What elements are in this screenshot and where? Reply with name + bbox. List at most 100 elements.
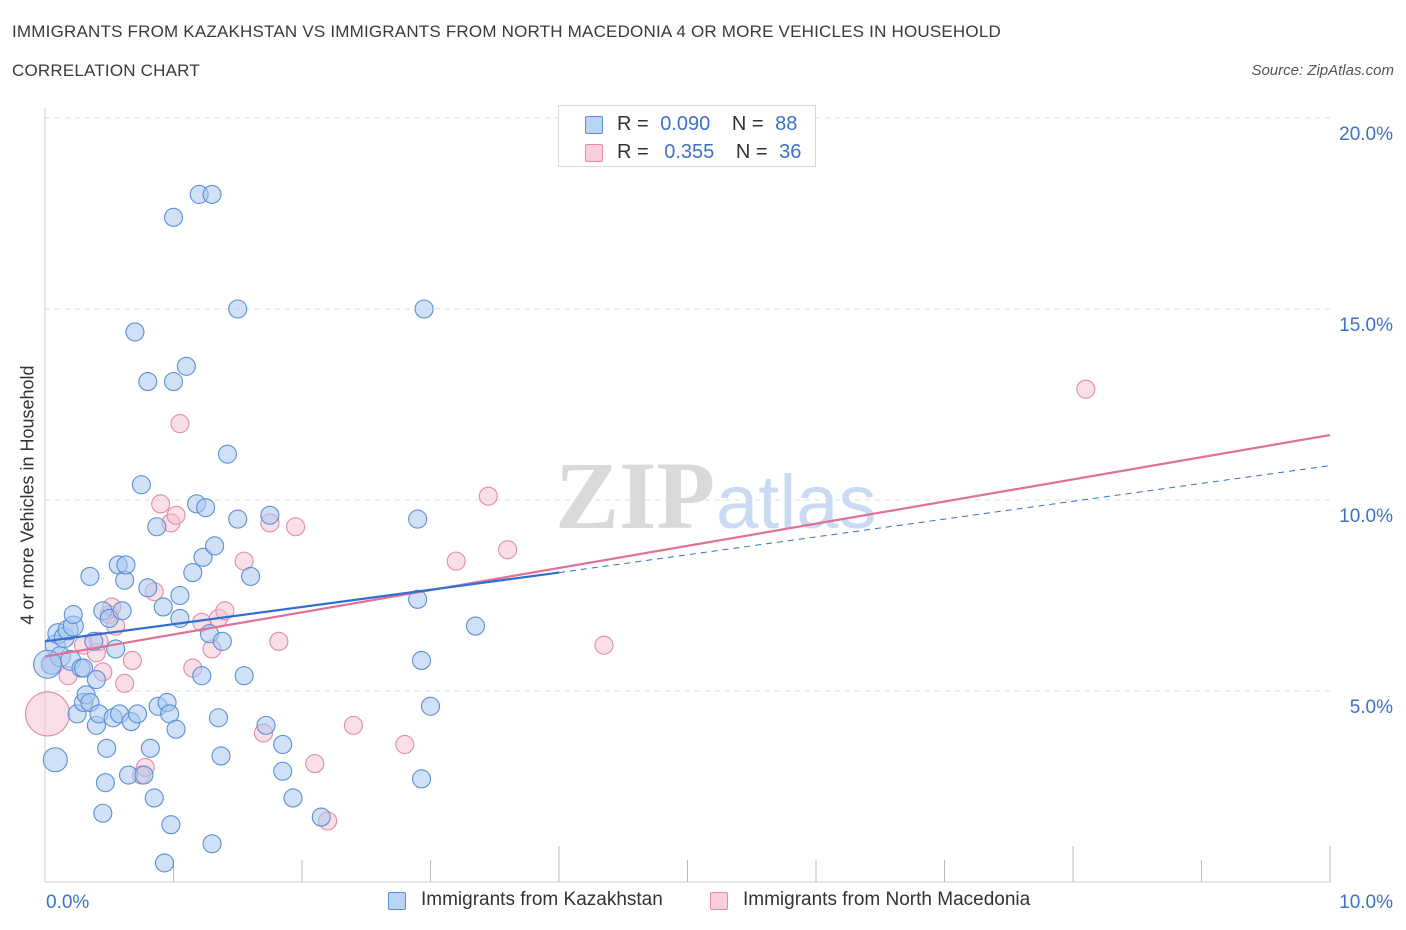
legend-label-kazakhstan: Immigrants from Kazakhstan [421,889,663,910]
data-point-kazakhstan [283,788,303,808]
data-point-north-macedonia [498,540,518,560]
data-point-kazakhstan [33,649,63,679]
data-point-kazakhstan [234,666,254,686]
data-point-kazakhstan [163,207,184,227]
data-point-north-macedonia [25,691,71,737]
watermark-zip: ZIP [555,442,715,549]
data-point-kazakhstan [260,505,280,525]
data-point-north-macedonia [446,551,466,571]
r-label: R = [617,141,649,163]
data-point-north-macedonia [395,734,415,755]
data-point-kazakhstan [205,536,225,556]
data-point-kazakhstan [93,803,113,823]
data-point-kazakhstan [228,509,248,529]
data-point-kazakhstan [153,597,173,617]
data-point-kazakhstan [138,578,158,598]
source-label: Source: ZipAtlas.com [1251,62,1394,79]
y-tick-label: 10.0% [1339,506,1393,527]
watermark: ZIP atlas [555,442,877,549]
data-point-kazakhstan [86,669,106,690]
data-point-kazakhstan [170,585,190,606]
data-point-kazakhstan [84,631,104,651]
data-point-north-macedonia [1076,379,1096,399]
data-point-kazakhstan [192,666,212,686]
data-point-kazakhstan [208,708,229,728]
data-point-north-macedonia [215,601,235,621]
data-point-kazakhstan [163,372,184,392]
legend-swatch-north-macedonia [710,892,728,910]
data-point-kazakhstan [138,372,158,392]
r-value: 0.090 [660,113,711,135]
data-point-kazakhstan [183,563,203,583]
n-value: 36 [779,141,802,163]
data-point-kazakhstan [74,658,94,678]
n-value: 88 [775,113,798,135]
data-point-kazakhstan [97,738,117,758]
data-point-kazakhstan [211,746,231,766]
data-point-north-macedonia [166,505,186,525]
trend-line-north-macedonia [44,433,1331,658]
data-point-kazakhstan [228,299,248,319]
data-point-north-macedonia [305,754,325,774]
data-point-kazakhstan [411,769,432,789]
data-point-kazakhstan [273,734,293,755]
y-tick-label: 20.0% [1339,124,1393,145]
y-axis-label: 4 or more Vehicles in Household [17,365,38,625]
series-kazakhstan [33,184,486,873]
data-point-kazakhstan [217,444,238,464]
chart-title: IMMIGRANTS FROM KAZAKHSTAN VS IMMIGRANTS… [12,22,1001,41]
data-point-north-macedonia [115,673,135,693]
data-point-kazakhstan [95,773,115,793]
data-point-north-macedonia [478,486,498,506]
data-point-kazakhstan [256,715,276,735]
data-point-kazakhstan [131,475,151,495]
data-point-kazakhstan [154,853,175,873]
swatch-kazakhstan [585,116,603,134]
n-label: N = [735,141,768,163]
data-point-north-macedonia [286,517,306,537]
data-point-kazakhstan [311,807,331,827]
data-point-kazakhstan [63,605,83,625]
stats-legend: R = 0.090 N = 88 R = 0.355 N = 36 [558,105,816,167]
data-point-north-macedonia [343,715,363,735]
data-point-kazakhstan [193,547,213,567]
chart-subtitle: CORRELATION CHART [12,61,200,80]
trend-line-kazakhstan [44,571,560,643]
data-point-kazakhstan [408,589,428,609]
data-point-north-macedonia [594,635,614,655]
data-point-kazakhstan [408,509,428,529]
trend-line-kazakhstan-extension [558,465,1331,574]
r-label: R = [617,113,649,135]
grid-lines [45,117,1330,692]
data-point-kazakhstan [42,747,68,773]
watermark-atlas: atlas [716,460,877,545]
data-point-north-macedonia [269,631,289,651]
data-point-kazakhstan [144,788,164,808]
swatch-north-macedonia [585,144,603,162]
data-point-kazakhstan [116,555,136,575]
data-point-kazakhstan [125,322,145,342]
data-point-kazakhstan [273,761,293,781]
legend-swatch-kazakhstan [388,892,406,910]
tick-labels: 5.0% 10.0% 15.0% 20.0% 0.0% 10.0% [46,124,1393,913]
data-point-kazakhstan [140,738,160,758]
n-label: N = [731,113,764,135]
data-point-kazakhstan [176,356,196,376]
data-point-north-macedonia [151,494,171,514]
data-point-kazakhstan [161,815,181,835]
y-tick-label: 15.0% [1339,315,1393,336]
data-point-kazakhstan [147,517,167,537]
data-point-kazakhstan [202,834,222,854]
r-value: 0.355 [664,141,715,163]
data-point-kazakhstan [112,601,132,621]
data-point-kazakhstan [80,566,100,586]
data-point-kazakhstan [420,696,441,716]
data-point-north-macedonia [170,414,190,434]
data-point-kazakhstan [212,631,232,651]
trend-lines [44,433,1331,658]
legend-label-north-macedonia: Immigrants from North Macedonia [743,889,1031,910]
x-tick-label-end: 10.0% [1339,892,1393,913]
data-point-north-macedonia [122,650,142,670]
data-point-kazakhstan [134,765,154,785]
